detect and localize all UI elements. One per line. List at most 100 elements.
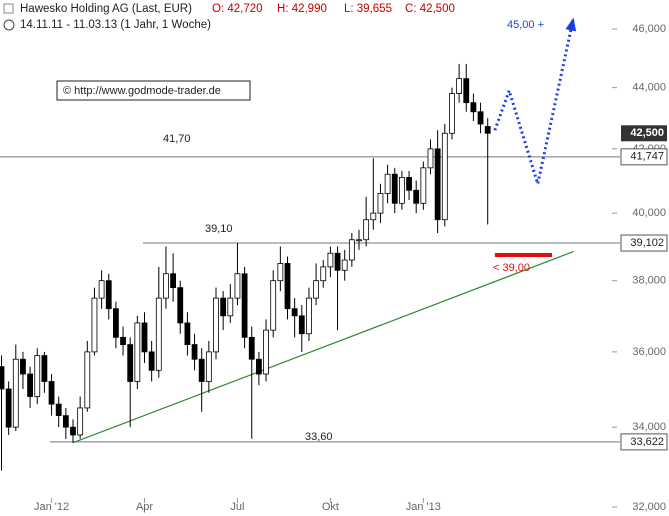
candle-body [98,280,105,299]
candle-body [456,78,463,95]
chart-title: Hawesko Holding AG (Last, EUR) [20,3,192,15]
stop-label: < 39,00 [493,262,530,274]
candle-body [384,173,391,194]
x-tick-label: Apr [136,501,153,513]
candle-body [241,273,248,338]
candle-body [84,351,91,409]
candle-body [113,308,119,338]
candle-body [0,366,5,390]
candle-body [270,280,277,331]
ohlc-close: C: 42,500 [405,3,455,15]
watermark: © http://www.godmode-trader.de [63,85,221,97]
candle-body [55,403,62,416]
candle-body [70,426,76,436]
y-tick-label: 34,000 [632,421,666,433]
ohlc-low: L: 39,655 [344,3,392,15]
x-tick-label: Jul [230,501,244,513]
candle-body [198,358,205,382]
candle-body [398,177,405,204]
candle-body [184,322,191,345]
y-tick-label: 38,000 [632,275,666,287]
candle-body [41,355,48,382]
candle-body [313,280,320,299]
candle-body [370,212,377,221]
y-tick-label: 32,000 [632,501,666,513]
candle-body [427,148,434,169]
candle-body [391,173,398,204]
candle-body [477,111,484,125]
level-annotation: 39,10 [205,223,233,235]
level-box [620,433,668,451]
forecast-arrowhead [565,17,577,32]
candle-body [27,373,34,397]
ohlc-open: O: 42,720 [212,3,263,15]
candle-body [177,287,184,324]
candle-body [263,329,269,375]
watermark-box [56,80,251,101]
candle-body [449,93,455,134]
y-tick-label: 46,000 [632,23,666,35]
candle-body [170,273,177,289]
candle-body [484,126,491,134]
candle-body [148,351,155,371]
candle-body [284,263,291,310]
candle-body [220,297,227,317]
candle-body [105,280,112,310]
candle-body [298,315,305,335]
candle-body [141,322,148,353]
y-tick-label: 44,000 [632,82,666,94]
level-box [620,234,668,252]
candle-body [48,381,55,405]
candle-body [77,407,84,436]
candle-body [34,355,41,397]
candle-body [163,273,169,299]
candle-body [377,193,384,214]
level-label: 39,102 [630,237,664,249]
candle-body [134,322,141,382]
forecast-path [493,17,575,190]
candle-body [320,266,327,282]
candle-body [227,297,234,317]
candle-body [420,167,427,204]
candle-body [255,358,262,375]
level-annotation: 41,70 [163,133,191,145]
y-tick-label: 36,000 [632,346,666,358]
candle-body [12,358,19,428]
candle-body [155,297,162,371]
candle-body [463,78,470,104]
candle-body [127,344,134,382]
candle-body [441,132,448,221]
candle-body [434,148,441,221]
level-label: 41,747 [630,151,664,163]
clock-icon [3,19,15,31]
candle-body [120,336,126,345]
icon [3,3,14,14]
y-tick-label: 40,000 [632,207,666,219]
level-label: 33,622 [630,436,664,448]
ohlc-high: H: 42,990 [277,3,327,15]
candle-body [191,344,198,360]
x-tick-label: Okt [322,501,339,513]
last-price-box [621,125,667,142]
candle-body [5,388,12,428]
level-box [620,148,668,166]
forecast-label: 45,00 + [507,19,544,31]
candle-body [356,239,362,242]
candle-body [363,219,370,241]
candle-body [406,177,412,191]
candle-body [291,308,298,317]
candle-body [327,252,334,268]
last-price-label: 42,500 [630,127,664,139]
candle-body [334,252,341,271]
candle-body [413,189,420,204]
x-tick-label: Jan '12 [34,501,69,513]
candle-body [348,239,355,261]
candle-body [20,358,26,375]
candle-body [62,415,69,428]
level-annotation: 33,60 [305,431,333,443]
candle-body [341,259,348,271]
candle-body [205,351,212,382]
candle-body [213,297,219,353]
